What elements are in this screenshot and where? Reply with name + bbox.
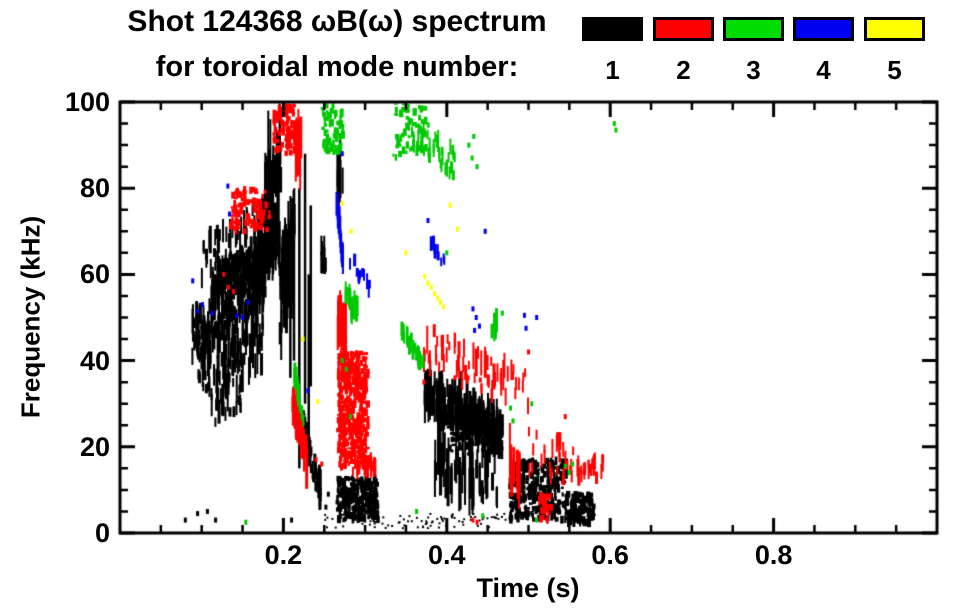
legend-label-n2: 2	[676, 55, 691, 85]
legend-swatch-n5	[864, 17, 925, 41]
y-tick-label-20: 20	[79, 431, 110, 462]
x-tick-label-0.4: 0.4	[428, 540, 466, 570]
legend-label-n4: 4	[816, 55, 831, 85]
legend-swatch-n4	[793, 17, 854, 41]
legend-swatch-n1	[582, 17, 643, 41]
y-tick-label-60: 60	[79, 259, 110, 290]
y-tick-label-0: 0	[94, 518, 110, 548]
x-tick-label-0.2: 0.2	[264, 540, 303, 570]
legend-label-n1: 1	[605, 55, 620, 85]
legend-label-n5: 5	[887, 55, 902, 85]
chart-subtitle: for toroidal mode number:	[155, 51, 519, 83]
legend-swatch-n3	[723, 17, 784, 41]
x-axis-title: Time (s)	[476, 573, 580, 603]
x-tick-label-0.6: 0.6	[591, 540, 629, 570]
chart-title: Shot 124368 ωB(ω) spectrum	[127, 5, 547, 38]
legend-swatch-n2	[653, 17, 714, 41]
y-axis-title: Frequency (kHz)	[15, 215, 46, 419]
y-tick-label-80: 80	[79, 173, 110, 204]
y-tick-label-40: 40	[79, 345, 110, 376]
y-tick-label-100: 100	[64, 87, 110, 117]
x-tick-label-0.8: 0.8	[754, 540, 793, 570]
legend-label-n3: 3	[746, 55, 761, 85]
